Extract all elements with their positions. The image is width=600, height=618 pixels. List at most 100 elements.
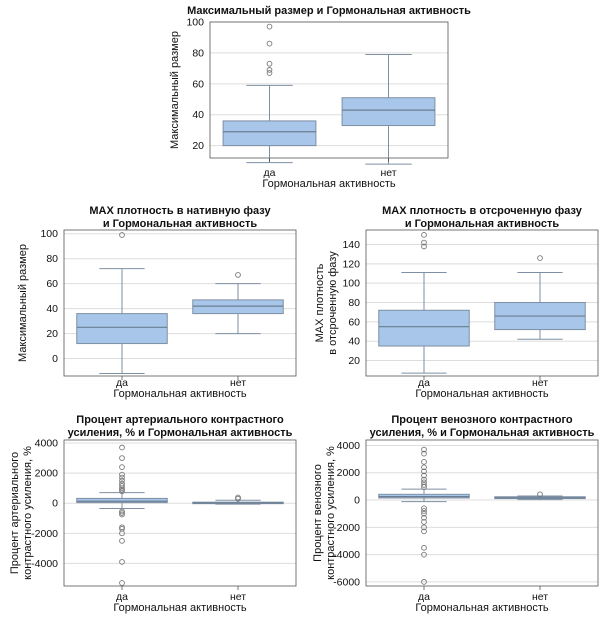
y-axis-label: контрастного усиления, % bbox=[325, 446, 337, 580]
outlier-point bbox=[119, 464, 125, 470]
outlier-point bbox=[119, 537, 125, 544]
box-да bbox=[76, 232, 168, 375]
x-axis-label: Гормональная активность bbox=[113, 388, 246, 400]
y-axis-label: Максимальный размер bbox=[169, 31, 181, 149]
outlier-point bbox=[421, 508, 427, 514]
y-tick-label: 60 bbox=[192, 78, 204, 90]
x-axis-label: Гормональная активность bbox=[415, 388, 548, 400]
outlier-point bbox=[421, 243, 427, 250]
outlier-point bbox=[421, 544, 427, 551]
plot-frame bbox=[365, 229, 599, 377]
outlier-point bbox=[421, 551, 427, 558]
y-tick-label: 20 bbox=[192, 140, 204, 152]
y-tick-label: 40 bbox=[46, 303, 58, 315]
outlier-point bbox=[119, 471, 125, 478]
outlier-point bbox=[421, 579, 427, 585]
outlier-point bbox=[421, 482, 427, 488]
outlier-point bbox=[119, 559, 125, 565]
outlier-point bbox=[266, 40, 273, 47]
y-axis-label: MAX плотность bbox=[314, 263, 326, 342]
outlier-point bbox=[119, 455, 125, 461]
chart-title: Максимальный размер и Гормональная актив… bbox=[187, 5, 471, 17]
y-axis-label: Процент артериального bbox=[9, 452, 21, 574]
chart-title: усиления, % и Гормональная активность bbox=[370, 427, 595, 439]
y-tick-label: 2000 bbox=[35, 468, 59, 480]
y-tick-label: 0 bbox=[354, 495, 360, 507]
y-tick-label: 0 bbox=[52, 353, 58, 365]
outlier-point bbox=[119, 580, 125, 586]
x-tick-label: да bbox=[116, 591, 128, 603]
chart-title: и Гормональная активность bbox=[103, 218, 258, 230]
box-нет bbox=[494, 255, 586, 340]
y-tick-label: 100 bbox=[186, 17, 204, 29]
box-нет bbox=[192, 272, 284, 335]
y-tick-label: 20 bbox=[46, 328, 58, 340]
y-tick-label: 2000 bbox=[337, 467, 361, 479]
y-axis-label: в отсроченную фазу bbox=[327, 251, 339, 355]
box-нет bbox=[494, 491, 586, 501]
outlier-point bbox=[235, 494, 241, 501]
outlier-point bbox=[266, 70, 273, 76]
y-tick-label: 80 bbox=[348, 297, 360, 309]
outlier-point bbox=[235, 272, 241, 278]
outlier-point bbox=[421, 472, 427, 479]
y-tick-label: 80 bbox=[192, 47, 204, 59]
y-tick-label: 40 bbox=[348, 336, 360, 348]
outlier-point bbox=[421, 231, 427, 238]
outlier-point bbox=[421, 505, 427, 512]
outlier-point bbox=[421, 446, 427, 453]
chart-5: Процент венозного контрастногоусиления, … bbox=[312, 414, 599, 614]
box-да bbox=[222, 23, 317, 164]
outlier-point bbox=[266, 67, 273, 73]
chart-title: и Гормональная активность bbox=[405, 218, 560, 230]
y-tick-label: 4000 bbox=[337, 440, 361, 452]
y-tick-label: 80 bbox=[46, 253, 58, 265]
y-tick-label: 20 bbox=[348, 355, 360, 367]
x-tick-label: нет bbox=[230, 591, 246, 603]
outlier-point bbox=[421, 468, 427, 475]
y-tick-label: -4000 bbox=[333, 549, 360, 561]
box-iqr bbox=[76, 497, 168, 504]
outlier-point bbox=[537, 255, 543, 261]
y-tick-label: 60 bbox=[46, 278, 58, 290]
plot-frame bbox=[209, 21, 449, 159]
outlier-point bbox=[119, 488, 125, 495]
outlier-point bbox=[421, 528, 427, 535]
x-axis-label: Гормональная активность bbox=[262, 178, 395, 190]
y-tick-label: -2000 bbox=[333, 522, 360, 534]
chart-4: Процент артериального контрастногоусилен… bbox=[9, 414, 297, 614]
box-iqr bbox=[341, 97, 436, 127]
x-tick-label: да bbox=[418, 591, 430, 603]
outlier-point bbox=[119, 444, 125, 451]
chart-title: MAX плотность в отсроченную фазу bbox=[382, 205, 583, 217]
outlier-point bbox=[537, 491, 543, 498]
outlier-point bbox=[421, 510, 427, 517]
box-да bbox=[378, 231, 470, 374]
y-tick-label: 140 bbox=[342, 239, 360, 251]
x-tick-label: да bbox=[418, 377, 430, 389]
y-tick-label: 4000 bbox=[35, 438, 59, 450]
x-axis-label: Гормональная активность bbox=[415, 602, 548, 614]
outlier-point bbox=[421, 450, 427, 457]
y-tick-label: 120 bbox=[342, 258, 360, 270]
outlier-point bbox=[119, 477, 125, 484]
outlier-point bbox=[421, 239, 427, 246]
y-tick-label: 100 bbox=[40, 228, 58, 240]
outlier-point bbox=[421, 458, 427, 465]
outlier-point bbox=[421, 524, 427, 531]
box-iqr bbox=[76, 313, 168, 345]
y-tick-label: 40 bbox=[192, 109, 204, 121]
chart-title: Процент венозного контрастного bbox=[391, 414, 573, 426]
outlier-point bbox=[421, 464, 427, 471]
x-tick-label: нет bbox=[230, 377, 246, 389]
outlier-point bbox=[266, 60, 273, 67]
y-tick-label: -2000 bbox=[31, 528, 58, 540]
plot-frame bbox=[63, 439, 297, 587]
y-tick-label: 0 bbox=[52, 498, 58, 510]
x-axis-label: Гормональная активность bbox=[113, 602, 246, 614]
plot-frame bbox=[63, 229, 297, 377]
